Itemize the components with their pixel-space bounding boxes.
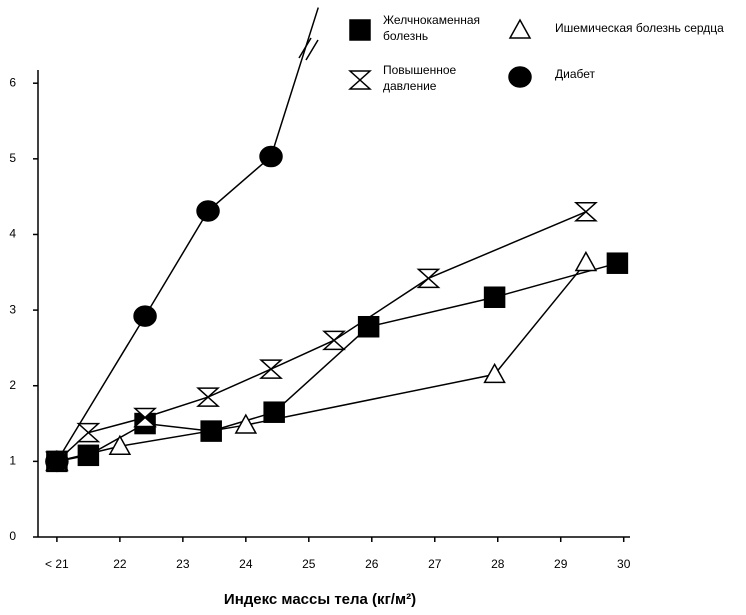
data-point [263, 401, 285, 423]
data-point [76, 422, 101, 443]
x-tick-label: 25 [302, 557, 316, 571]
data-point [234, 413, 258, 434]
x-tick-label: 29 [554, 557, 568, 571]
y-tick-label: 1 [9, 454, 16, 468]
legend-marker [348, 70, 372, 90]
legend-marker [508, 18, 532, 39]
x-tick-label: 24 [239, 557, 253, 571]
axis-break [298, 37, 319, 61]
x-tick-label: 30 [617, 557, 631, 571]
x-tick-label: 27 [428, 557, 442, 571]
y-tick-label: 3 [9, 302, 16, 316]
legend-label: Диабет [555, 67, 596, 81]
data-point [133, 407, 158, 428]
data-point [45, 450, 69, 473]
data-point [357, 315, 380, 338]
x-tick-label: 23 [176, 557, 190, 571]
x-axis-label: Индекс массы тела (кг/м²) [224, 591, 416, 608]
series-line [56, 211, 587, 462]
y-tick-label: 0 [9, 529, 16, 543]
data-point [108, 434, 132, 455]
data-point [196, 387, 220, 407]
x-tick-label: 28 [491, 557, 505, 571]
x-tick-label: 26 [365, 557, 379, 571]
y-tick-label: 2 [9, 378, 16, 392]
legend-marker [508, 66, 532, 88]
data-point [574, 250, 598, 272]
series-line [56, 7, 319, 462]
data-point [483, 362, 506, 384]
data-point [416, 268, 441, 289]
data-point [606, 252, 629, 274]
data-point [573, 202, 598, 222]
data-point [259, 359, 283, 379]
data-point [196, 200, 220, 222]
y-tick-label: 6 [9, 75, 16, 89]
legend-label: Желчнокаменная болезнь [383, 13, 481, 43]
legend-marker [349, 19, 371, 41]
data-point [483, 286, 506, 308]
data-point [77, 444, 100, 467]
data-point [133, 305, 157, 327]
data-point [322, 330, 346, 351]
y-tick-label: 5 [9, 151, 16, 165]
legend-label: Повышенное давление [383, 63, 457, 93]
x-tick-label: < 21 [45, 557, 69, 571]
y-tick-label: 4 [9, 227, 16, 241]
x-tick-label: 22 [113, 557, 127, 571]
data-point [259, 145, 283, 168]
legend-label: Ишемическая болезнь сердца [555, 21, 724, 35]
